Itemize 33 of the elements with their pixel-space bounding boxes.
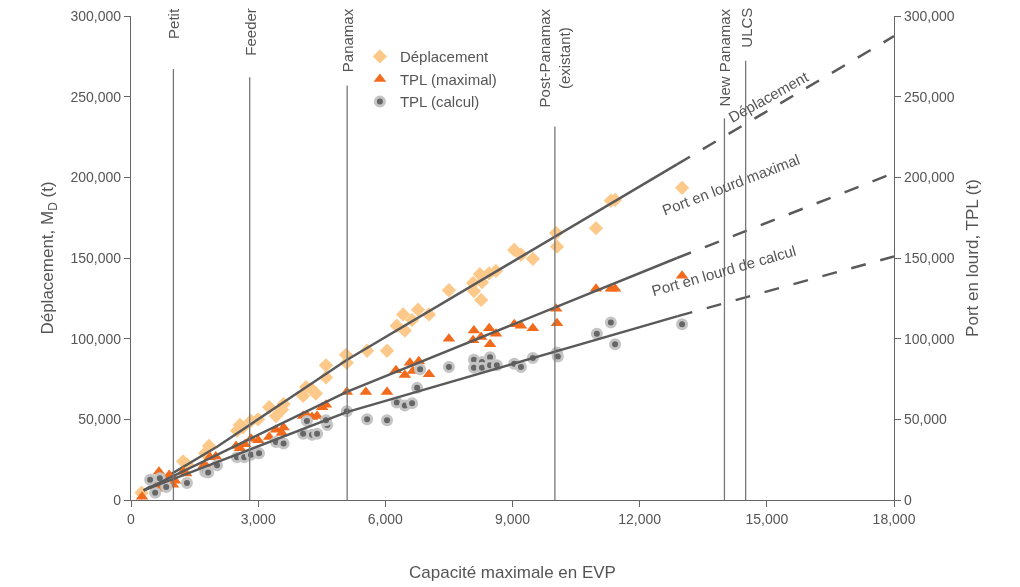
x-tick-label: 9,000 — [494, 510, 531, 527]
y-tick-label: 100,000 — [70, 330, 122, 347]
x-tick-label: 0 — [127, 510, 136, 527]
x-tick-label: 3,000 — [240, 510, 276, 527]
ref-line-label: Feeder — [241, 8, 259, 56]
y-tick-label: 50,000 — [78, 411, 122, 428]
x-tick-label: 18,000 — [872, 510, 916, 527]
y2-tick-label: 150,000 — [903, 249, 955, 266]
ref-line-label: Post-Panamax (existant) — [536, 8, 573, 108]
x-tick-label: 6,000 — [367, 510, 404, 527]
y2-tick-label: 50,000 — [903, 411, 947, 428]
y-tick-label: 250,000 — [70, 88, 122, 105]
ref-line-label: Panamax — [339, 8, 357, 73]
y2-tick-label: 300,000 — [903, 7, 955, 24]
y-tick-label: 300,000 — [70, 7, 122, 24]
annotation: Port en lourd de calcul — [649, 241, 798, 300]
ref-line-label: ULCS — [737, 7, 755, 48]
y2-tick-label: 0 — [903, 491, 912, 508]
x-axis-title: Capacité maximale en EVP — [409, 563, 616, 583]
legend-label: Déplacement — [399, 48, 490, 66]
y-tick-label: 150,000 — [70, 249, 122, 266]
y-tick-label: 200,000 — [70, 169, 122, 186]
y-tick-label: 0 — [113, 491, 122, 508]
ref-line-label: Petit — [164, 8, 182, 39]
x-tick-label: 12,000 — [618, 510, 662, 527]
ref-line-label: New Panamax — [716, 8, 734, 107]
y2-tick-label: 100,000 — [903, 330, 955, 347]
y2-axis-title: Port en lourd, TPL (t) — [963, 179, 983, 337]
x-tick-label: 15,000 — [745, 510, 789, 527]
y2-tick-label: 250,000 — [903, 88, 955, 105]
legend-label: TPL (maximal) — [399, 70, 497, 88]
y2-tick-label: 200,000 — [903, 169, 955, 186]
legend-label: TPL (calcul) — [399, 93, 480, 111]
